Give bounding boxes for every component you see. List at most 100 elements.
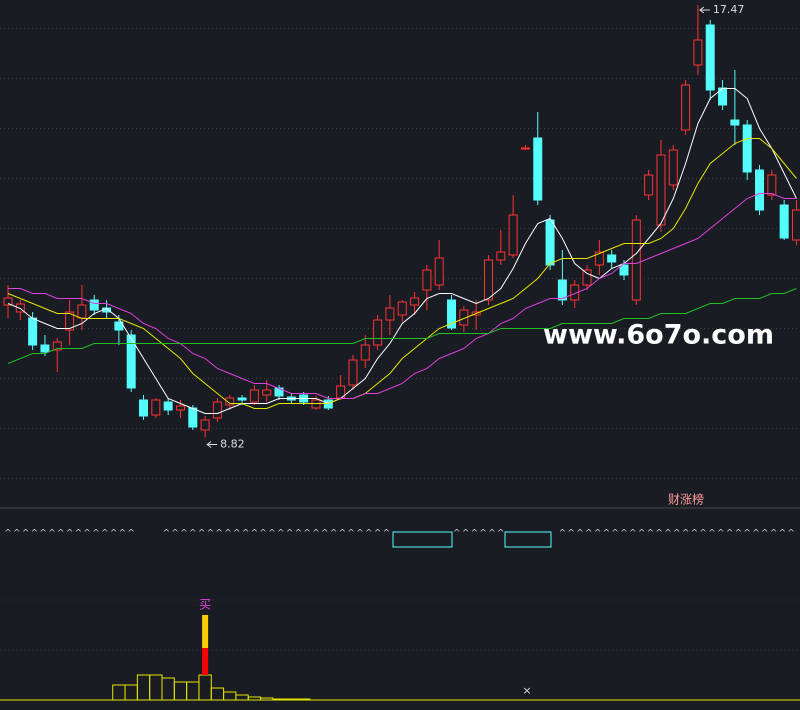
candle-body <box>520 147 530 150</box>
arrow <box>699 6 710 14</box>
candle-body <box>693 39 703 66</box>
signal-symbol: ^ <box>303 529 311 539</box>
signal-symbol: ^ <box>189 529 197 539</box>
signal-symbol: ^ <box>567 529 575 539</box>
signal-symbol: ^ <box>277 529 285 539</box>
signal-symbol: ^ <box>682 529 690 539</box>
signal-symbol: ^ <box>75 529 83 539</box>
signal-symbol: ^ <box>611 529 619 539</box>
signal-symbol: ^ <box>585 529 593 539</box>
candle-body <box>200 419 210 431</box>
buy-label: 买 <box>199 598 211 612</box>
moving-average <box>7 138 797 409</box>
signal-symbol: ^ <box>673 529 681 539</box>
signal-symbol: ^ <box>163 529 171 539</box>
candle-body <box>139 399 149 417</box>
signal-symbol: ^ <box>770 529 778 539</box>
signal-symbol: ^ <box>453 529 461 539</box>
candle-body <box>496 251 506 261</box>
signal-symbol: ^ <box>312 529 320 539</box>
indicator-bar <box>297 698 311 701</box>
candle-body <box>582 269 592 286</box>
candle-body <box>483 259 493 301</box>
signal-symbol: ^ <box>180 529 188 539</box>
candle-body <box>755 169 765 211</box>
candle-body <box>225 397 235 406</box>
signal-symbol: ^ <box>22 529 30 539</box>
signal-symbol: ^ <box>559 529 567 539</box>
candle-body <box>212 401 222 419</box>
signal-symbol: ^ <box>119 529 127 539</box>
signal-symbol: ^ <box>66 529 74 539</box>
arrow <box>206 441 218 448</box>
candle-body <box>607 254 617 263</box>
signal-symbol: ^ <box>752 529 760 539</box>
signal-symbol: ^ <box>339 529 347 539</box>
indicator-title: 财涨榜 <box>668 492 704 507</box>
signal-symbol: ^ <box>374 529 382 539</box>
signal-symbol: ^ <box>497 529 505 539</box>
candle-body <box>459 309 469 326</box>
signal-symbol: ^ <box>708 529 716 539</box>
moving-average <box>8 193 797 399</box>
signal-symbol: ^ <box>383 529 391 539</box>
signal-symbol: ^ <box>268 529 276 539</box>
signal-symbol: ^ <box>717 529 725 539</box>
signal-bar <box>202 615 209 648</box>
signal-symbol: ^ <box>743 529 751 539</box>
candle-body <box>249 389 259 403</box>
candle-body <box>65 311 75 331</box>
watermark: www.6o7o.com <box>543 320 774 351</box>
signal-symbol: ^ <box>171 529 179 539</box>
indicator-bar <box>284 698 299 701</box>
candle-body <box>779 204 789 239</box>
signal-symbol: ^ <box>251 529 259 539</box>
signal-symbol: ^ <box>479 529 487 539</box>
candle-body <box>360 344 370 361</box>
signal-symbol: ^ <box>242 529 250 539</box>
candle-body <box>619 264 629 276</box>
candle-body <box>3 297 13 306</box>
signal-symbol: ^ <box>691 529 699 539</box>
signal-symbol: ^ <box>576 529 584 539</box>
signal-symbol: ^ <box>330 529 338 539</box>
candle-body <box>163 401 173 411</box>
signal-symbol: ^ <box>259 529 267 539</box>
signal-symbol: ^ <box>471 529 479 539</box>
signal-symbol: ^ <box>321 529 329 539</box>
candle-body <box>237 397 247 401</box>
candle-body <box>570 284 580 301</box>
signal-symbol: ^ <box>31 529 39 539</box>
candle-body <box>434 257 444 286</box>
signal-box <box>392 531 453 548</box>
signal-symbol: ^ <box>295 529 303 539</box>
candle-body <box>631 219 641 301</box>
candle-body <box>126 334 136 389</box>
signal-symbol: ^ <box>207 529 215 539</box>
candle-body <box>422 269 432 291</box>
signal-symbol: ^ <box>4 529 12 539</box>
signal-box <box>504 531 552 548</box>
signal-symbol: ^ <box>629 529 637 539</box>
candle-body <box>533 137 543 201</box>
candle-body <box>681 84 691 131</box>
moving-average <box>7 288 797 364</box>
signal-symbol: ^ <box>198 529 206 539</box>
signal-symbol: ^ <box>39 529 47 539</box>
candle-body <box>373 319 383 346</box>
candle-body <box>28 317 38 346</box>
signal-symbol: ^ <box>620 529 628 539</box>
candle-body <box>77 304 87 319</box>
signal-symbol: ^ <box>638 529 646 539</box>
candle-body <box>385 307 395 321</box>
signal-symbol: ^ <box>347 529 355 539</box>
signal-symbol: ^ <box>101 529 109 539</box>
signal-symbol: ^ <box>726 529 734 539</box>
signal-symbol: ^ <box>215 529 223 539</box>
signal-symbol: ^ <box>647 529 655 539</box>
candle-body <box>705 24 715 91</box>
signal-symbol: ^ <box>699 529 707 539</box>
signal-symbol: ^ <box>83 529 91 539</box>
